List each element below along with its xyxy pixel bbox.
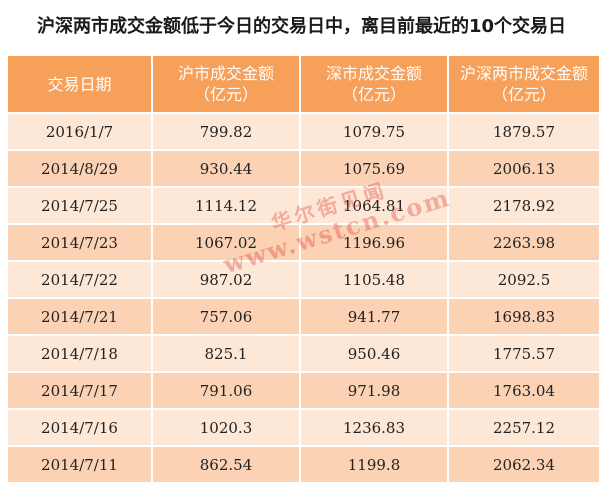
sh-amount-cell: 1067.02 [153, 225, 301, 260]
sz-amount-cell: 1079.75 [301, 114, 449, 149]
column-header-date: 交易日期 [8, 56, 153, 112]
sh-amount-cell: 791.06 [153, 373, 301, 408]
total-amount-cell: 2257.12 [449, 410, 599, 445]
sh-amount-cell: 825.1 [153, 336, 301, 371]
date-cell: 2014/7/21 [8, 299, 153, 334]
sh-amount-cell: 757.06 [153, 299, 301, 334]
sz-amount-cell: 1075.69 [301, 151, 449, 186]
date-cell: 2014/7/22 [8, 262, 153, 297]
total-amount-cell: 1879.57 [449, 114, 599, 149]
sh-amount-cell: 1020.3 [153, 410, 301, 445]
sz-amount-cell: 941.77 [301, 299, 449, 334]
total-amount-cell: 2006.13 [449, 151, 599, 186]
date-cell: 2014/7/23 [8, 225, 153, 260]
sh-amount-cell: 987.02 [153, 262, 301, 297]
sz-amount-cell: 950.46 [301, 336, 449, 371]
date-cell: 2014/7/18 [8, 336, 153, 371]
total-amount-cell: 2062.34 [449, 447, 599, 482]
date-cell: 2014/7/11 [8, 447, 153, 482]
date-cell: 2014/8/29 [8, 151, 153, 186]
total-amount-cell: 2263.98 [449, 225, 599, 260]
sz-amount-cell: 1064.81 [301, 188, 449, 223]
sz-amount-cell: 1196.96 [301, 225, 449, 260]
sz-amount-cell: 1105.48 [301, 262, 449, 297]
sh-amount-cell: 1114.12 [153, 188, 301, 223]
column-header-sh-amount: 沪市成交金额（亿元） [153, 56, 301, 112]
sz-amount-cell: 971.98 [301, 373, 449, 408]
sz-amount-cell: 1236.83 [301, 410, 449, 445]
total-amount-cell: 2092.5 [449, 262, 599, 297]
column-header-sz-amount: 深市成交金额（亿元） [301, 56, 449, 112]
total-amount-cell: 1775.57 [449, 336, 599, 371]
date-cell: 2014/7/17 [8, 373, 153, 408]
date-cell: 2014/7/25 [8, 188, 153, 223]
date-cell: 2014/7/16 [8, 410, 153, 445]
column-header-total-amount: 沪深两市成交金额（亿元） [449, 56, 599, 112]
page-title: 沪深两市成交金额低于今日的交易日中，离目前最近的10个交易日 [36, 16, 567, 37]
sh-amount-cell: 799.82 [153, 114, 301, 149]
sh-amount-cell: 930.44 [153, 151, 301, 186]
total-amount-cell: 2178.92 [449, 188, 599, 223]
data-table: 交易日期 沪市成交金额（亿元） 深市成交金额（亿元） 沪深两市成交金额（亿元） … [8, 56, 599, 482]
total-amount-cell: 1763.04 [449, 373, 599, 408]
sz-amount-cell: 1199.8 [301, 447, 449, 482]
sh-amount-cell: 862.54 [153, 447, 301, 482]
date-cell: 2016/1/7 [8, 114, 153, 149]
total-amount-cell: 1698.83 [449, 299, 599, 334]
